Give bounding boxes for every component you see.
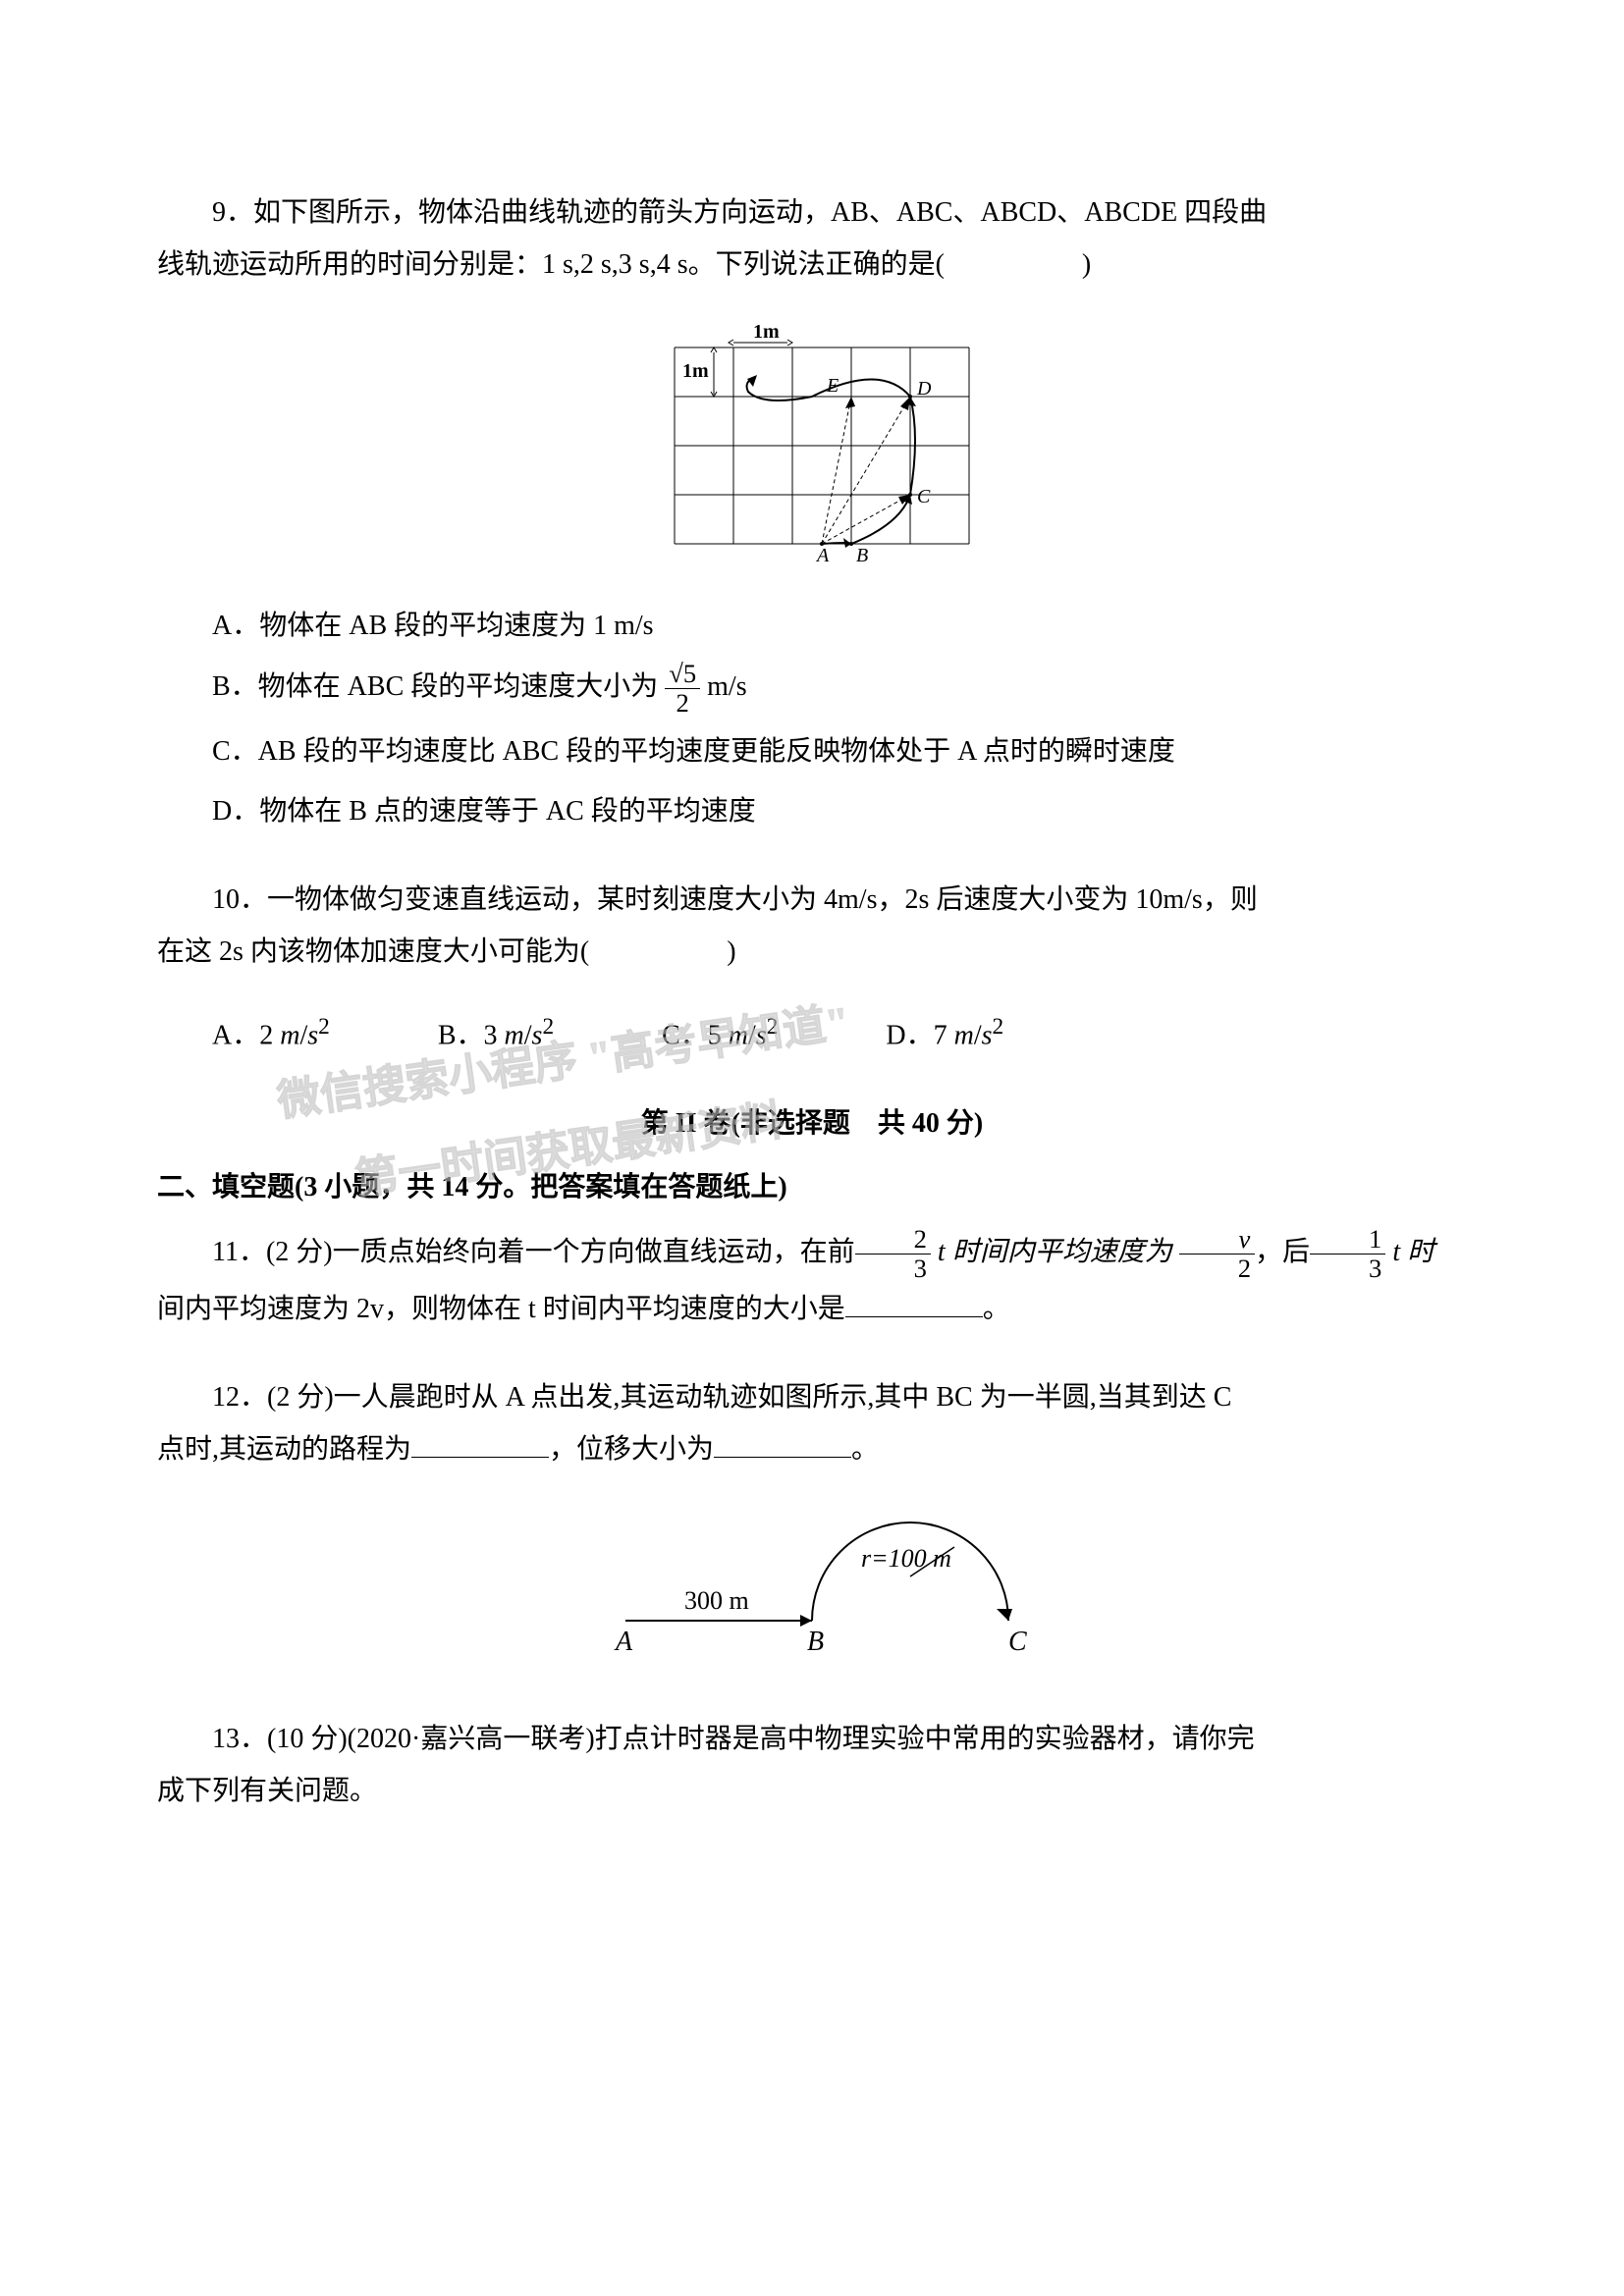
question-9: 9．如下图所示，物体沿曲线轨迹的箭头方向运动，AB、ABC、ABCD、ABCDE… xyxy=(157,187,1467,838)
q9-point-E: E xyxy=(826,375,839,397)
question-12: 12．(2 分)一人晨跑时从 A 点出发,其运动轨迹如图所示,其中 BC 为一半… xyxy=(157,1371,1467,1679)
q9-label-1m-top: 1m xyxy=(753,321,780,343)
section-2-header: 第 II 卷(非选择题 共 40 分) xyxy=(157,1097,1467,1149)
q10-optA-m: m xyxy=(280,1020,299,1050)
q9-text-line1: 9．如下图所示，物体沿曲线轨迹的箭头方向运动，AB、ABC、ABCD、ABCDE… xyxy=(157,187,1467,239)
q10-optC-m: m xyxy=(729,1020,748,1050)
q11-mid1: t 时间内平均速度为 xyxy=(938,1237,1172,1267)
q9-number: 9． xyxy=(212,197,253,228)
q10-number: 10． xyxy=(212,884,267,915)
subsection-header: 二、填空题(3 小题，共 14 分。把答案填在答题纸上) xyxy=(157,1161,1467,1213)
q10-optB-exp: 2 xyxy=(542,1014,554,1040)
q11-prefix: (2 分)一质点始终向着一个方向做直线运动，在前 xyxy=(266,1237,855,1267)
q10-optD: D．7 m/s2 xyxy=(886,1005,1003,1062)
q11-frac3-den: 3 xyxy=(1310,1255,1385,1283)
q9-point-C: C xyxy=(917,486,931,507)
q11-frac2: v2 xyxy=(1179,1225,1255,1284)
q9-label-1m-left: 1m xyxy=(682,360,709,382)
q10-optD-exp: 2 xyxy=(993,1014,1004,1040)
q12-line2-prefix: 点时,其运动的路程为 xyxy=(157,1434,411,1465)
q9-options: A．物体在 AB 段的平均速度为 1 m/s B．物体在 ABC 段的平均速度大… xyxy=(212,600,1467,838)
q12-number: 12． xyxy=(212,1382,267,1413)
q12-figure: 300 m r=100 m A B C xyxy=(157,1493,1467,1678)
q12-point-A: A xyxy=(614,1627,633,1657)
q12-blank2 xyxy=(714,1424,851,1458)
q11-frac2-den: 2 xyxy=(1179,1255,1255,1283)
q11-frac1: 23 xyxy=(855,1225,931,1284)
q11-line2-prefix: 间内平均速度为 2v，则物体在 t 时间内平均速度的大小是 xyxy=(157,1294,845,1324)
q10-text-line2: 在这 2s 内该物体加速度大小可能为( ) xyxy=(157,926,1467,978)
q13-line1: (10 分)(2020·嘉兴高一联考)打点计时器是高中物理实验中常用的实验器材，… xyxy=(267,1724,1255,1754)
q9-grid-svg: 1m 1m xyxy=(635,308,989,563)
q10-optD-m: m xyxy=(954,1020,974,1050)
page-content: 9．如下图所示，物体沿曲线轨迹的箭头方向运动，AB、ABC、ABCD、ABCDE… xyxy=(0,0,1624,1951)
q13-text-line1: 13．(10 分)(2020·嘉兴高一联考)打点计时器是高中物理实验中常用的实验… xyxy=(157,1713,1467,1765)
question-13: 13．(10 分)(2020·嘉兴高一联考)打点计时器是高中物理实验中常用的实验… xyxy=(157,1713,1467,1817)
q10-optA-s: s xyxy=(307,1020,318,1050)
q12-blank1 xyxy=(411,1424,549,1458)
q13-number: 13． xyxy=(212,1724,267,1754)
q10-optB-s: s xyxy=(532,1020,543,1050)
q11-text: 11．(2 分)一质点始终向着一个方向做直线运动，在前23 t 时间内平均速度为… xyxy=(157,1225,1467,1284)
q9-optB-frac-den: 2 xyxy=(665,689,700,718)
q9-text-line2: 线轨迹运动所用的时间分别是：1 s,2 s,3 s,4 s。下列说法正确的是( … xyxy=(157,239,1467,291)
q12-distance-label: 300 m xyxy=(684,1586,749,1615)
q10-optC-exp: 2 xyxy=(767,1014,779,1040)
question-10: 10．一物体做匀变速直线运动，某时刻速度大小为 4m/s，2s 后速度大小变为 … xyxy=(157,874,1467,1062)
q12-line1: (2 分)一人晨跑时从 A 点出发,其运动轨迹如图所示,其中 BC 为一半圆,当… xyxy=(267,1382,1231,1413)
q9-optB-frac-num: √5 xyxy=(665,660,700,689)
q10-optD-prefix: D．7 xyxy=(886,1020,947,1050)
q9-point-B: B xyxy=(856,545,868,563)
q9-optC: C．AB 段的平均速度比 ABC 段的平均速度更能反映物体处于 A 点时的瞬时速… xyxy=(212,725,1467,777)
q12-text-line1: 12．(2 分)一人晨跑时从 A 点出发,其运动轨迹如图所示,其中 BC 为一半… xyxy=(157,1371,1467,1423)
q10-optB-prefix: B．3 xyxy=(438,1020,498,1050)
q11-frac1-den: 3 xyxy=(855,1255,931,1283)
q10-text-line1: 10．一物体做匀变速直线运动，某时刻速度大小为 4m/s，2s 后速度大小变为 … xyxy=(157,874,1467,926)
q9-optB: B．物体在 ABC 段的平均速度大小为 √52 m/s xyxy=(212,660,1467,719)
q10-optD-s: s xyxy=(982,1020,993,1050)
q10-optA: A．2 m/s2 xyxy=(212,1005,330,1062)
q11-blank xyxy=(845,1285,983,1318)
q10-optC-s: s xyxy=(756,1020,767,1050)
q11-frac3-num: 1 xyxy=(1310,1225,1385,1255)
q11-frac1-num: 2 xyxy=(855,1225,931,1255)
q9-optB-suffix: m/s xyxy=(700,671,746,702)
q10-line1: 一物体做匀变速直线运动，某时刻速度大小为 4m/s，2s 后速度大小变为 10m… xyxy=(267,884,1258,915)
q11-frac3: 13 xyxy=(1310,1225,1385,1284)
q9-optB-prefix: B．物体在 ABC 段的平均速度大小为 xyxy=(212,671,665,702)
q9-line1: 如下图所示，物体沿曲线轨迹的箭头方向运动，AB、ABC、ABCD、ABCDE 四… xyxy=(253,197,1267,228)
q11-line2: 间内平均速度为 2v，则物体在 t 时间内平均速度的大小是 。 xyxy=(157,1283,1467,1335)
q12-line2-suffix: 。 xyxy=(851,1434,879,1465)
q9-figure: 1m 1m xyxy=(157,308,1467,581)
q9-optA: A．物体在 AB 段的平均速度为 1 m/s xyxy=(212,600,1467,652)
q11-line2-suffix: 。 xyxy=(983,1294,1010,1324)
q10-optA-prefix: A．2 xyxy=(212,1020,273,1050)
q11-frac2-num: v xyxy=(1179,1225,1255,1255)
q12-point-C: C xyxy=(1008,1627,1027,1657)
question-11: 11．(2 分)一质点始终向着一个方向做直线运动，在前23 t 时间内平均速度为… xyxy=(157,1225,1467,1336)
q12-line2-mid: ，位移大小为 xyxy=(549,1434,714,1465)
q9-point-D: D xyxy=(916,378,932,400)
q10-optB-m: m xyxy=(505,1020,524,1050)
q11-number: 11． xyxy=(212,1237,266,1267)
q9-optB-fraction: √52 xyxy=(665,660,700,719)
q12-svg: 300 m r=100 m A B C xyxy=(567,1493,1057,1660)
q10-optC: C．5 m/s2 xyxy=(662,1005,778,1062)
q10-optA-exp: 2 xyxy=(318,1014,330,1040)
q10-options: A．2 m/s2 B．3 m/s2 C．5 m/s2 D．7 m/s2 xyxy=(212,1005,1467,1062)
q11-mid2: ，后 xyxy=(1255,1237,1310,1267)
q12-point-B: B xyxy=(807,1627,824,1657)
q9-point-A: A xyxy=(815,545,830,563)
q10-optB: B．3 m/s2 xyxy=(438,1005,554,1062)
q13-text-line2: 成下列有关问题。 xyxy=(157,1765,1467,1817)
q10-optC-prefix: C．5 xyxy=(662,1020,722,1050)
q9-optD: D．物体在 B 点的速度等于 AC 段的平均速度 xyxy=(212,785,1467,837)
q11-mid3: t 时 xyxy=(1392,1237,1435,1267)
q12-text-line2: 点时,其运动的路程为 ，位移大小为 。 xyxy=(157,1423,1467,1475)
